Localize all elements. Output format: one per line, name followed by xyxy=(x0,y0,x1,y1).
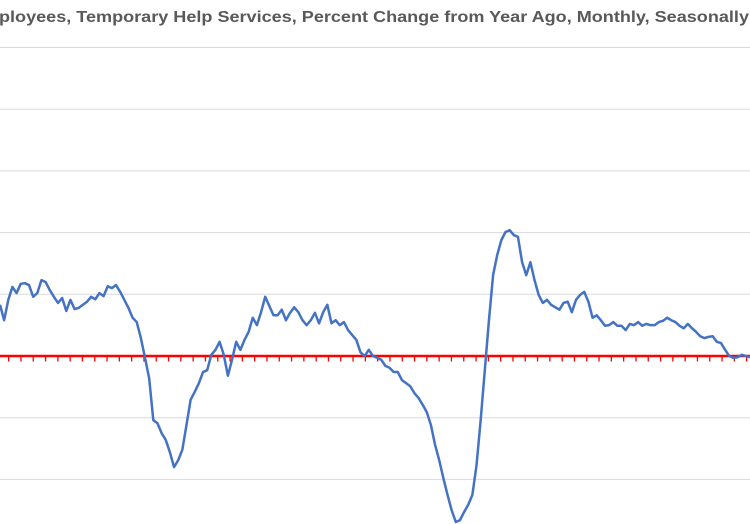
chart-title: ployees, Temporary Help Services, Percen… xyxy=(0,9,749,26)
series-line xyxy=(0,228,750,524)
